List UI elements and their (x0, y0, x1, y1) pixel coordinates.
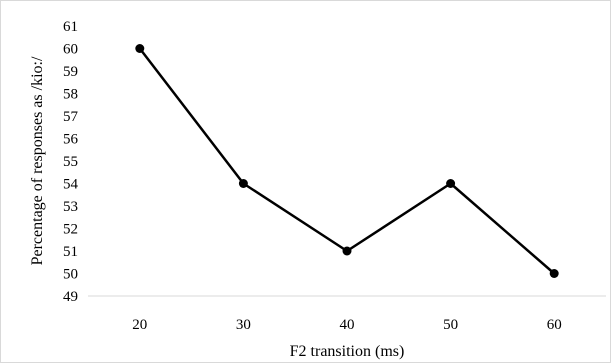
y-tick-label-57: 57 (63, 109, 79, 125)
x-tick-label-60: 60 (547, 317, 562, 333)
data-point-40 (342, 246, 352, 256)
x-axis-ticks: 20 30 40 50 60 (132, 317, 561, 333)
x-tick-label-40: 40 (340, 317, 355, 333)
y-tick-label-55: 55 (63, 154, 78, 170)
y-axis-ticks: 49 50 51 52 53 54 55 56 57 58 59 60 61 (63, 19, 79, 305)
y-tick-label-53: 53 (63, 199, 78, 215)
data-point-50 (446, 179, 456, 188)
y-tick-label-58: 58 (63, 87, 78, 103)
y-tick-label-61: 61 (63, 19, 78, 35)
y-tick-label-56: 56 (63, 132, 79, 148)
y-axis-title: Percentage of responses as /kio:/ (29, 56, 46, 265)
x-tick-label-20: 20 (132, 317, 147, 333)
y-tick-label-60: 60 (63, 42, 78, 58)
data-point-60 (549, 269, 559, 278)
x-axis-title: F2 transition (ms) (290, 343, 405, 360)
x-tick-label-50: 50 (443, 317, 458, 333)
series-line-0 (138, 47, 556, 275)
y-tick-label-59: 59 (63, 64, 78, 80)
series-layer (135, 44, 559, 278)
y-tick-label-49: 49 (63, 289, 78, 305)
x-tick-label-30: 30 (236, 317, 251, 333)
data-point-30 (238, 179, 248, 188)
y-tick-label-50: 50 (63, 267, 78, 283)
y-tick-label-52: 52 (63, 222, 78, 238)
y-tick-label-54: 54 (63, 177, 79, 193)
data-point-20 (135, 44, 145, 53)
y-tick-label-51: 51 (63, 244, 78, 260)
